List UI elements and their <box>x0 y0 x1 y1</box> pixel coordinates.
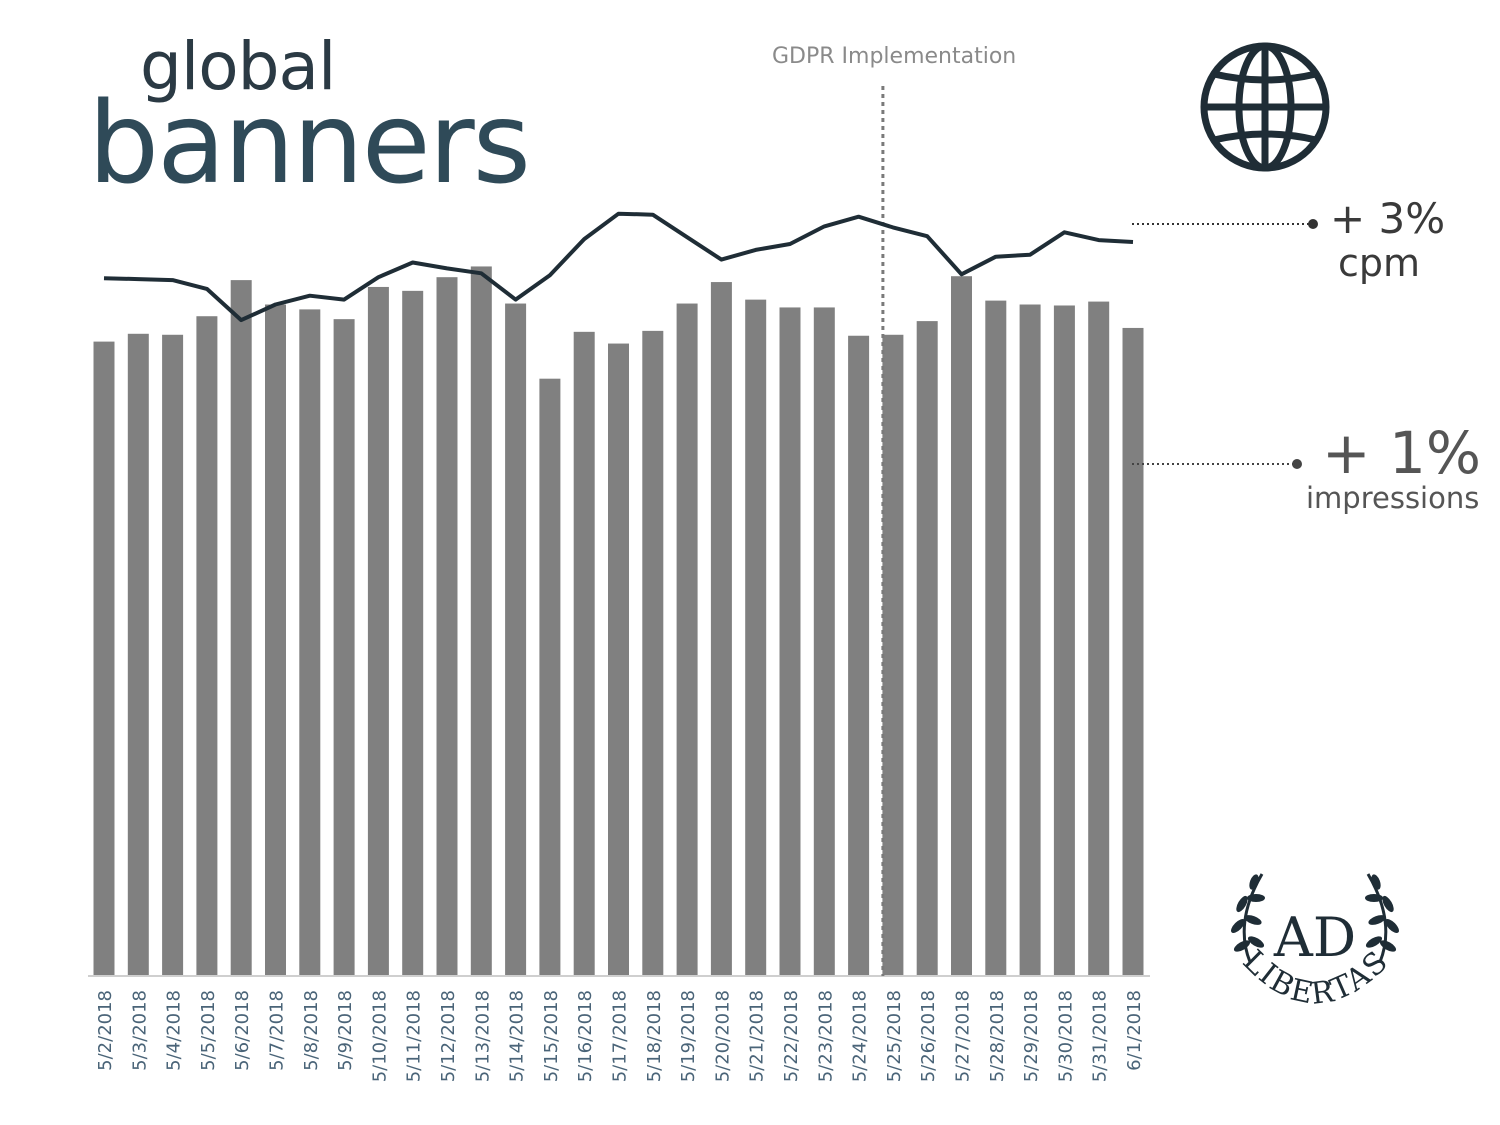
bar-5/20/2018 <box>710 282 732 977</box>
x-tick-label: 5/26/2018 <box>918 990 939 1082</box>
x-tick-label: 5/31/2018 <box>1090 990 1111 1082</box>
x-tick-label: 5/12/2018 <box>438 990 459 1082</box>
bar-series <box>93 266 1144 977</box>
bar-5/10/2018 <box>367 286 389 977</box>
x-tick-label: 5/21/2018 <box>747 990 768 1082</box>
cpm-line <box>103 211 1134 323</box>
bar-5/3/2018 <box>127 333 149 976</box>
x-tick-label: 5/23/2018 <box>815 990 836 1082</box>
x-tick-label: 5/13/2018 <box>472 990 493 1082</box>
bar-5/13/2018 <box>470 266 492 976</box>
bar-5/4/2018 <box>162 334 184 976</box>
title-line-2: banners <box>88 79 531 209</box>
x-tick-label: 5/10/2018 <box>369 990 390 1082</box>
bar-5/17/2018 <box>608 343 629 976</box>
x-tick-label: 5/11/2018 <box>404 990 425 1082</box>
x-tick-label: 5/9/2018 <box>335 990 356 1071</box>
bar-5/16/2018 <box>573 331 595 977</box>
bar-5/25/2018 <box>882 334 904 976</box>
x-tick-label: 5/4/2018 <box>164 990 185 1071</box>
bar-6/1/2018 <box>1122 327 1144 976</box>
bar-5/30/2018 <box>1053 305 1075 976</box>
bar-5/2/2018 <box>93 341 115 977</box>
x-tick-label: 5/18/2018 <box>644 990 665 1082</box>
x-tick-label: 5/28/2018 <box>987 990 1008 1082</box>
globe-icon <box>1200 42 1330 172</box>
bar-5/31/2018 <box>1088 301 1110 977</box>
bar-5/7/2018 <box>265 304 286 977</box>
bar-5/27/2018 <box>951 276 972 976</box>
bar-5/21/2018 <box>745 299 767 977</box>
title-line-1: global <box>140 28 336 105</box>
bar-5/23/2018 <box>813 307 835 976</box>
gdpr-annotation-label: GDPR Implementation <box>772 44 1017 69</box>
x-tick-label: 5/25/2018 <box>884 990 905 1082</box>
impressions-change-label: impressions <box>1306 481 1480 515</box>
bar-5/28/2018 <box>985 300 1007 976</box>
x-tick-label: 5/27/2018 <box>953 990 974 1082</box>
x-tick-label: 5/20/2018 <box>712 990 733 1082</box>
impressions-callout-leader <box>1132 459 1302 469</box>
bar-5/6/2018 <box>230 280 252 976</box>
x-tick-label: 5/19/2018 <box>678 990 699 1082</box>
svg-text:AD: AD <box>1273 906 1356 969</box>
ad-libertas-logo: AD LIBERTAS <box>1231 873 1399 1012</box>
bar-5/22/2018 <box>779 307 801 976</box>
x-tick-label: 5/30/2018 <box>1055 990 1076 1082</box>
x-tick-label: 5/22/2018 <box>781 990 802 1082</box>
x-tick-label: 5/17/2018 <box>610 990 631 1082</box>
bar-5/26/2018 <box>916 321 938 976</box>
x-tick-label: 5/24/2018 <box>850 990 871 1082</box>
x-tick-label: 5/6/2018 <box>232 990 253 1071</box>
x-tick-labels: 5/2/2018 5/3/2018 5/4/2018 5/5/2018 5/6/2018… <box>95 990 1145 1082</box>
bar-5/5/2018 <box>196 316 218 976</box>
cpm-change-label: cpm <box>1338 241 1421 285</box>
x-tick-label: 5/16/2018 <box>575 990 596 1082</box>
bar-5/24/2018 <box>848 335 870 976</box>
x-tick-label: 5/14/2018 <box>507 990 528 1082</box>
bar-5/9/2018 <box>333 319 355 977</box>
x-tick-label: 5/3/2018 <box>129 990 150 1071</box>
bar-5/15/2018 <box>539 378 561 976</box>
cpm-change-value: + 3% <box>1330 194 1446 243</box>
bar-5/18/2018 <box>642 330 664 976</box>
bar-5/14/2018 <box>505 303 527 976</box>
cpm-callout-leader <box>1132 219 1318 229</box>
bar-5/12/2018 <box>436 277 458 977</box>
impressions-change-value: + 1% <box>1322 419 1482 487</box>
x-tick-label: 5/15/2018 <box>541 990 562 1082</box>
x-tick-label: 5/8/2018 <box>301 990 322 1071</box>
bar-5/19/2018 <box>676 303 698 976</box>
x-tick-label: 5/7/2018 <box>267 990 288 1071</box>
bar-5/8/2018 <box>299 309 321 977</box>
x-tick-label: 6/1/2018 <box>1124 990 1145 1071</box>
bar-5/29/2018 <box>1019 304 1041 977</box>
x-tick-label: 5/2/2018 <box>95 990 116 1071</box>
bar-5/11/2018 <box>402 290 424 976</box>
x-tick-label: 5/5/2018 <box>198 990 219 1071</box>
x-tick-label: 5/29/2018 <box>1021 990 1042 1082</box>
